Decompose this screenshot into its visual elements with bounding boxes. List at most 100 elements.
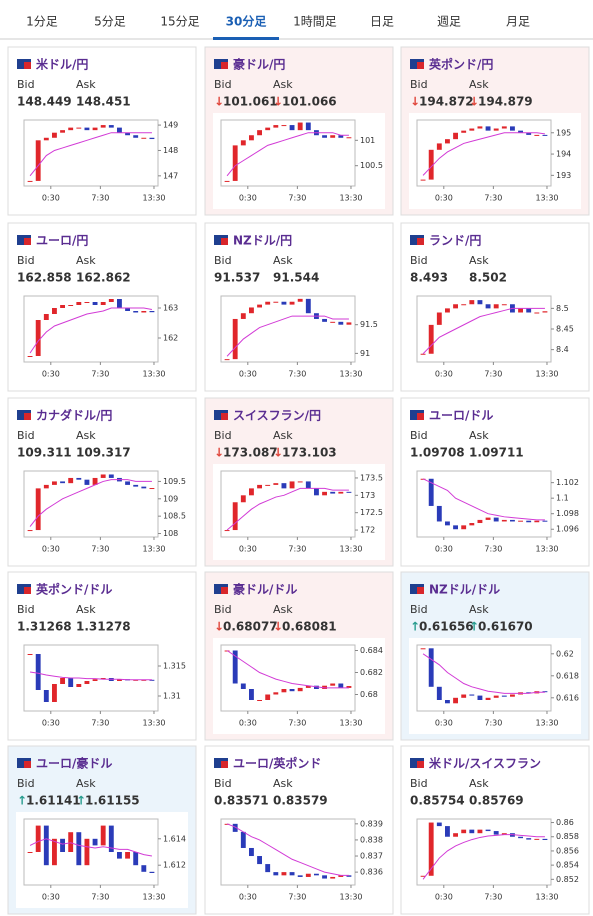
pair-title[interactable]: スイスフラン/円 [233, 409, 321, 423]
candle [100, 125, 106, 128]
pair-title[interactable]: 英ポンド/円 [429, 57, 493, 72]
pair-title[interactable]: ユーロ/円 [36, 234, 88, 248]
candle [420, 179, 426, 181]
candle [501, 833, 507, 835]
candle [76, 832, 82, 866]
candle [273, 483, 279, 485]
x-tick-label: 7:30 [288, 194, 306, 203]
candle [526, 132, 532, 135]
candle [534, 520, 540, 523]
candle [43, 825, 49, 866]
x-tick-label: 0:30 [239, 370, 257, 379]
candle [232, 318, 238, 360]
candle [100, 825, 106, 846]
x-tick-label: 13:30 [339, 545, 362, 554]
y-tick-label: 1.1 [556, 494, 569, 503]
x-tick-label: 7:30 [484, 545, 502, 554]
plot-frame [220, 119, 356, 187]
candle [108, 825, 114, 852]
candle [117, 127, 122, 133]
tab[interactable]: 30分足 [226, 14, 267, 29]
x-tick-label: 7:30 [288, 370, 306, 379]
y-tick-label: 0.856 [556, 846, 579, 855]
candle [281, 125, 287, 127]
x-tick-label: 13:30 [535, 370, 558, 379]
ask-value: 173.103 [282, 446, 337, 460]
candle [60, 481, 65, 484]
x-tick-label: 7:30 [484, 370, 502, 379]
tab[interactable]: 日足 [370, 15, 394, 29]
candle [149, 488, 155, 490]
y-tick-label: 147 [163, 171, 178, 180]
candle [265, 484, 271, 486]
candle [428, 648, 434, 687]
pair-title[interactable]: NZドル/円 [233, 234, 292, 248]
candle [338, 875, 344, 877]
candle [84, 681, 90, 684]
y-tick-label: 0.837 [360, 852, 383, 861]
candle [240, 313, 246, 319]
candle [322, 491, 327, 496]
pair-title[interactable]: 豪ドル/円 [233, 57, 285, 72]
y-tick-label: 108 [163, 529, 178, 538]
candle [249, 689, 254, 700]
candle [493, 517, 499, 522]
candle [265, 127, 271, 131]
y-tick-label: 8.45 [556, 325, 574, 334]
plot-frame [23, 295, 159, 363]
pair-title[interactable]: 豪ドル/ドル [233, 582, 297, 597]
flag [24, 587, 31, 594]
candle [108, 299, 114, 302]
candle [461, 304, 467, 306]
bid-label: Bid [17, 78, 35, 91]
bid-value: 194.872 [419, 95, 474, 109]
candle [453, 304, 458, 309]
flag [221, 761, 228, 768]
y-tick-label: 173 [360, 491, 375, 500]
tab[interactable]: 15分足 [160, 15, 199, 29]
pair-title[interactable]: ユーロ/英ポンド [233, 756, 321, 771]
x-tick-label: 7:30 [288, 893, 306, 902]
y-tick-label: 172 [360, 526, 375, 535]
x-tick-label: 0:30 [435, 719, 453, 728]
candle [141, 486, 147, 489]
tab[interactable]: 月足 [506, 15, 530, 29]
pair-title[interactable]: 米ドル/円 [36, 57, 88, 72]
pair-title[interactable]: カナダドル/円 [36, 408, 112, 423]
candle [477, 126, 483, 129]
ask-value: 1.09711 [469, 446, 524, 460]
pair-title[interactable]: ユーロ/ドル [429, 409, 493, 423]
pair-title[interactable]: NZドル/ドル [429, 583, 500, 597]
chart-bg [213, 464, 385, 560]
tab[interactable]: 1分足 [26, 15, 58, 29]
y-tick-label: 91.5 [360, 320, 378, 329]
candle [273, 301, 279, 303]
y-tick-label: 148 [163, 146, 178, 155]
candle [27, 654, 33, 655]
candle [125, 308, 130, 311]
y-tick-label: 101 [360, 136, 375, 145]
ask-value: 1.31278 [76, 620, 131, 634]
flag [24, 62, 31, 69]
candle [469, 829, 475, 834]
tab[interactable]: 週足 [437, 15, 461, 29]
y-tick-label: 195 [556, 128, 571, 137]
pair-title[interactable]: 米ドル/スイスフラン [429, 756, 541, 771]
ask-value: 162.862 [76, 271, 131, 285]
candle [461, 694, 467, 698]
candle [43, 690, 49, 702]
bid-label: Bid [410, 603, 428, 616]
candle [445, 521, 450, 526]
pair-title[interactable]: ユーロ/豪ドル [36, 756, 112, 771]
candle [100, 474, 106, 478]
candle [281, 689, 287, 693]
candle [330, 876, 336, 879]
x-tick-label: 0:30 [435, 893, 453, 902]
pair-title[interactable]: 英ポンド/ドル [36, 582, 112, 597]
candle [477, 300, 483, 305]
bid-value: 173.087 [223, 446, 278, 460]
candle [469, 128, 475, 131]
tab[interactable]: 5分足 [94, 15, 126, 29]
pair-title[interactable]: ランド/円 [429, 234, 481, 248]
tab[interactable]: 1時間足 [293, 15, 337, 29]
